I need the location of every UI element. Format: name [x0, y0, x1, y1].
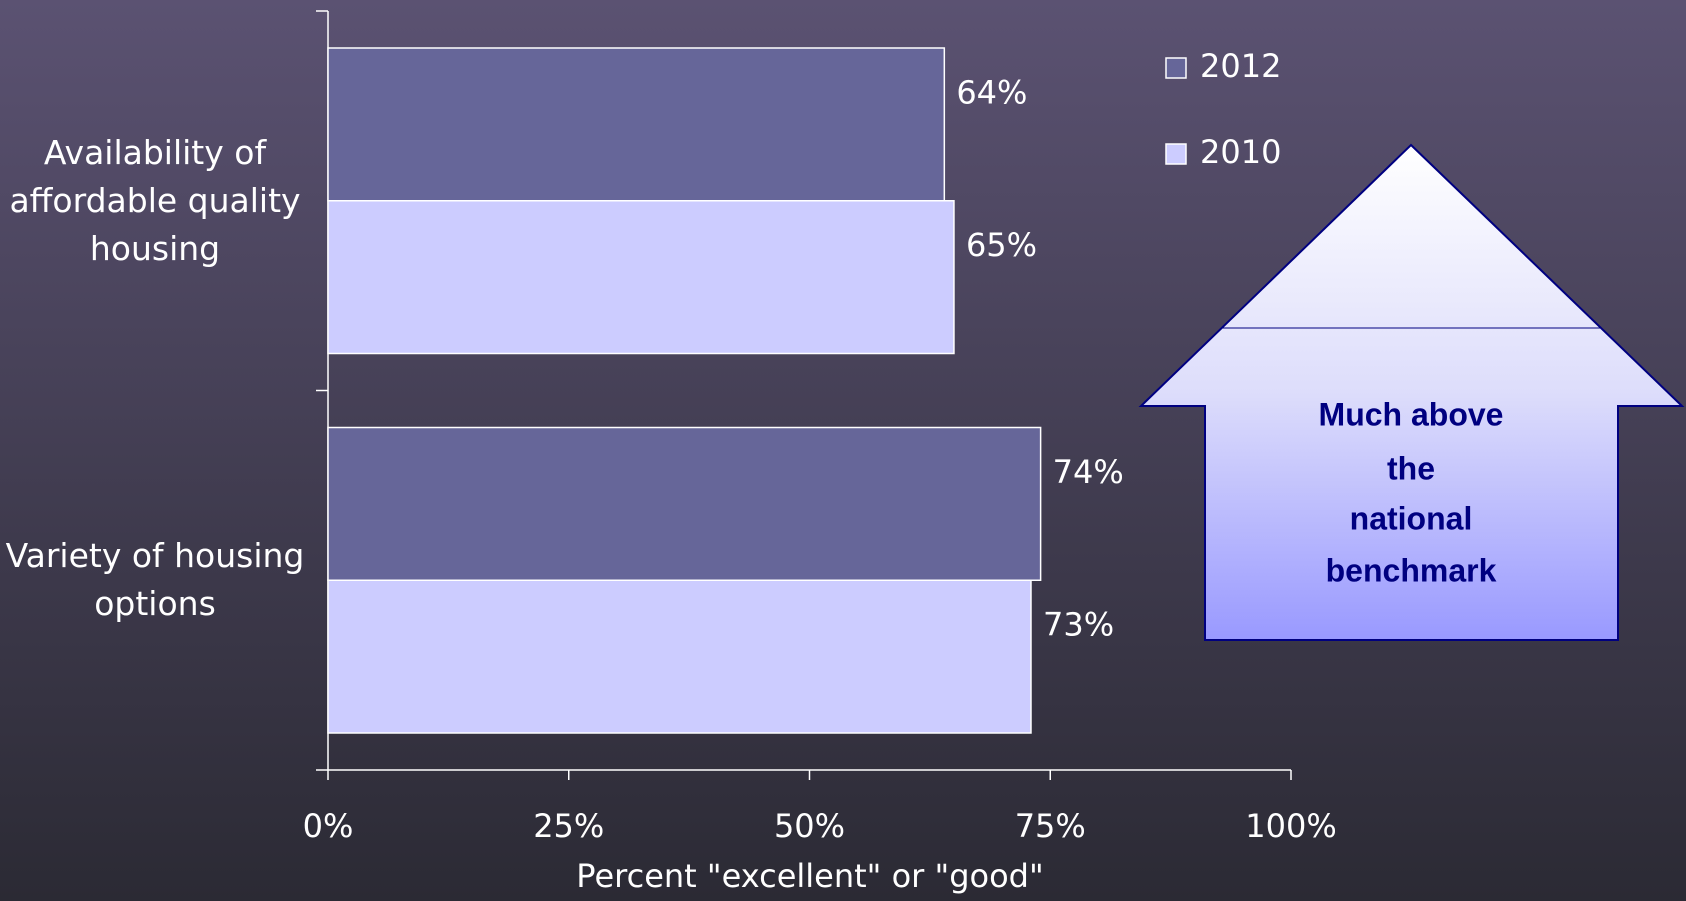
x-tick-label: 25% — [533, 807, 604, 845]
bar — [327, 426, 1042, 581]
x-tick-label: 100% — [1245, 807, 1336, 845]
annotation: benchmark — [1326, 552, 1497, 588]
x-tick-label: 0% — [303, 807, 354, 845]
x-tick-label: 50% — [774, 807, 845, 845]
x-axis-label: Percent "excellent" or "good" — [576, 857, 1043, 895]
annotation: the — [1387, 450, 1435, 486]
bar — [327, 200, 955, 355]
y-tick-label: Availability of affordable quality housi… — [9, 132, 301, 268]
arrow — [1138, 143, 1685, 641]
annotation: national — [1350, 500, 1473, 536]
data-label: 73% — [1043, 606, 1114, 644]
data-label: 64% — [956, 73, 1027, 111]
annotation: Much above — [1319, 396, 1504, 432]
legend-label: 2012 — [1200, 47, 1281, 85]
data-label: 65% — [966, 226, 1037, 264]
bar — [327, 47, 946, 202]
bar — [327, 579, 1032, 734]
legend-label: 2010 — [1200, 133, 1281, 171]
legend-swatch — [1165, 143, 1187, 165]
data-label: 74% — [1053, 453, 1124, 491]
y-tick-label: Variety of housing options — [5, 536, 305, 624]
legend-swatch — [1165, 57, 1187, 79]
x-tick-label: 75% — [1015, 807, 1086, 845]
